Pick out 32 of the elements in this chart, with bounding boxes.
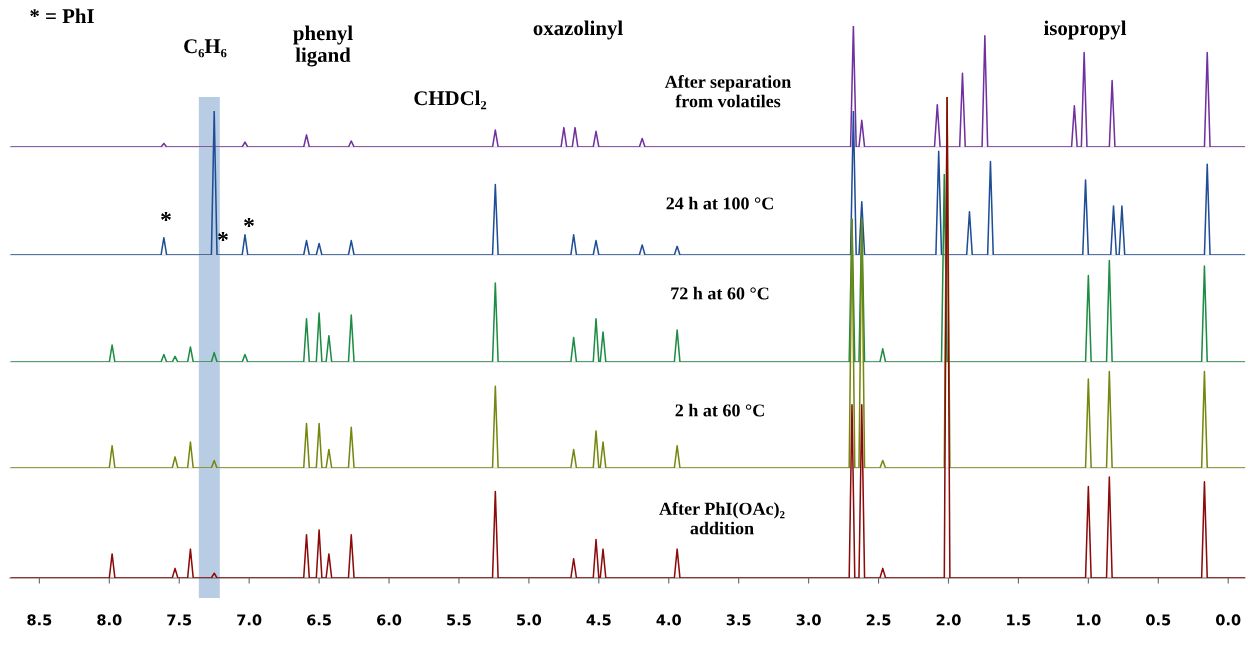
x-tick-label: 2.5 bbox=[866, 614, 891, 626]
x-tick-label: 8.5 bbox=[27, 614, 52, 626]
text: * = PhI bbox=[30, 8, 94, 24]
x-tick-label: 3.0 bbox=[796, 614, 821, 626]
x-tick-label: 6.5 bbox=[307, 614, 331, 626]
annotation: oxazolinyl bbox=[533, 20, 623, 40]
x-tick-label: 1.5 bbox=[1007, 614, 1031, 626]
annotation: phenyl ligand bbox=[293, 25, 353, 67]
text: After separation from volatiles bbox=[664, 74, 791, 108]
x-tick-label: 1.0 bbox=[1077, 614, 1101, 626]
text: 24 h at 100 °C bbox=[666, 196, 773, 210]
annotation: C₆H₆ bbox=[184, 39, 227, 58]
x-tick-label: 4.5 bbox=[586, 614, 611, 626]
x-tick-label: 7.0 bbox=[237, 614, 262, 626]
x-tick-label: 4.0 bbox=[656, 614, 681, 626]
annotation: * bbox=[218, 232, 228, 241]
series-label: 2 h at 60 °C bbox=[675, 403, 764, 417]
x-tick-label: 2.0 bbox=[936, 614, 961, 626]
x-tick-label: 0.5 bbox=[1146, 614, 1171, 626]
annotation: * bbox=[161, 212, 171, 221]
annotation: * bbox=[244, 218, 254, 227]
x-tick-label: 5.5 bbox=[447, 614, 471, 626]
x-tick-label: 5.0 bbox=[517, 614, 542, 626]
x-tick-label: 7.5 bbox=[167, 614, 192, 626]
series-label: 72 h at 60 °C bbox=[671, 286, 769, 300]
annotation: CHDCl₂ bbox=[414, 90, 487, 110]
x-tick-label: 3.5 bbox=[726, 614, 751, 626]
x-tick-label: 8.0 bbox=[97, 614, 122, 626]
x-tick-label: 0.0 bbox=[1216, 614, 1241, 626]
x-tick-label: 6.0 bbox=[377, 614, 402, 626]
series-label: After PhI(OAc)₂ addition bbox=[659, 501, 785, 535]
annotation: isopropyl bbox=[1043, 20, 1127, 40]
